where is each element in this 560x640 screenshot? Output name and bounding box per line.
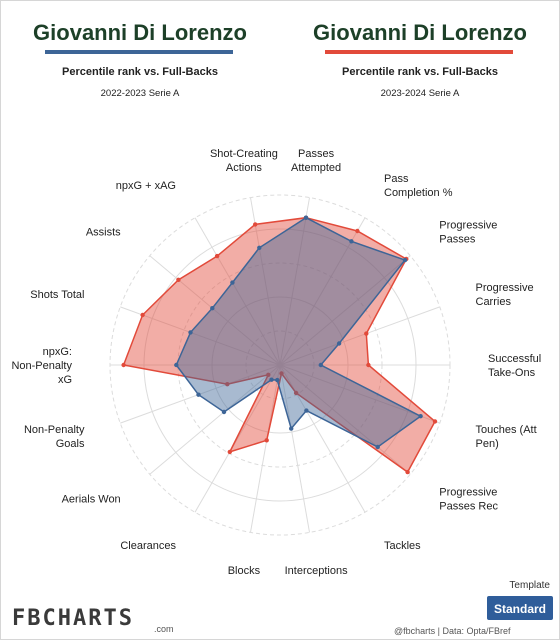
radar-spoke	[149, 364, 281, 475]
radar-point-left	[375, 444, 380, 450]
radar-point-left	[336, 341, 342, 346]
radar-point-right	[293, 390, 299, 396]
radar-spoke	[249, 364, 281, 533]
radar-point-right	[432, 419, 438, 424]
radar-point-right	[121, 362, 126, 368]
radar-point-right	[364, 331, 369, 336]
radar-spoke	[279, 197, 311, 366]
radar-point-left	[230, 280, 235, 285]
radar-point-right	[405, 469, 410, 475]
radar-point-left	[303, 215, 309, 220]
axis-label: Passes Attempted	[291, 148, 341, 174]
radar-point-right	[225, 382, 230, 387]
axis-label: Progressive Passes	[439, 219, 497, 245]
axis-label: Shot-Creating Actions	[210, 148, 278, 174]
radar-point-right	[279, 371, 284, 376]
axis-label: npxG + xAG	[116, 180, 176, 192]
radar-point-left	[210, 306, 215, 311]
player-title-right: Giovanni Di Lorenzo	[313, 20, 527, 45]
radar-point-left	[402, 257, 408, 263]
radar-point-left	[418, 414, 423, 419]
radar-spoke	[120, 306, 281, 366]
radar-point-left	[221, 409, 227, 415]
axis-label: Touches (Att Pen)	[476, 424, 537, 450]
radar-spoke	[194, 364, 281, 513]
fbcharts-logo: FBCHARTS	[12, 606, 134, 631]
axis-label: npxG: Non-Penalty xG	[11, 346, 72, 386]
radar-spoke	[279, 364, 311, 533]
radar-point-left	[174, 362, 179, 368]
radar-spoke	[279, 306, 440, 366]
radar-point-left	[188, 330, 193, 335]
radar-point-left	[275, 377, 280, 383]
radar-point-left	[349, 239, 354, 244]
radar-point-left	[289, 426, 294, 431]
player-underline-right	[325, 50, 513, 54]
radar-point-right	[140, 312, 145, 318]
axis-label: Clearances	[120, 540, 176, 552]
radar-point-left	[304, 408, 309, 413]
radar-point-right	[214, 253, 220, 259]
radar-spoke	[279, 364, 411, 475]
radar-point-left	[196, 392, 201, 397]
subtitle-left: Percentile rank vs. Full-Backs	[62, 66, 218, 78]
player-title-left: Giovanni Di Lorenzo	[33, 20, 247, 45]
axis-label: Progressive Carries	[476, 282, 534, 308]
data-credit: @fbcharts | Data: Opta/FBref	[394, 626, 511, 636]
axis-label: Assists	[86, 226, 121, 238]
template-standard-button[interactable]: Standard	[487, 596, 553, 620]
axis-label: Pass Completion %	[384, 173, 453, 199]
radar-point-right	[176, 277, 181, 282]
radar-spoke	[279, 255, 411, 366]
radar-spoke	[149, 255, 281, 366]
radar-spoke	[194, 217, 281, 366]
radar-point-left	[318, 362, 323, 368]
subtitle-right: Percentile rank vs. Full-Backs	[342, 66, 498, 78]
template-label: Template	[509, 580, 550, 591]
radar-point-right	[266, 372, 271, 377]
radar-point-right	[264, 438, 269, 443]
radar-point-left	[257, 245, 262, 250]
axis-label: Progressive Passes Rec	[439, 487, 498, 513]
axis-label: Interceptions	[285, 565, 348, 577]
fbcharts-logo-suffix: .com	[154, 624, 174, 634]
radar-spoke	[279, 364, 440, 424]
player-underline-left	[45, 50, 233, 54]
season-left: 2022-2023 Serie A	[100, 88, 180, 99]
axis-label: Tackles	[384, 540, 421, 552]
axis-label: Non-Penalty Goals	[24, 424, 85, 450]
radar-point-right	[355, 228, 360, 234]
radar-point-right	[366, 362, 371, 368]
radar-series-polygon-left	[175, 216, 423, 448]
axis-label: Blocks	[228, 565, 261, 577]
radar-point-right	[253, 222, 258, 227]
radar-point-left	[269, 377, 274, 382]
season-right: 2023-2024 Serie A	[380, 88, 460, 99]
axis-label: Shots Total	[30, 289, 84, 301]
axis-label: Aerials Won	[62, 494, 121, 506]
radar-point-right	[227, 449, 232, 455]
axis-label: Successful Take-Ons	[488, 353, 541, 379]
